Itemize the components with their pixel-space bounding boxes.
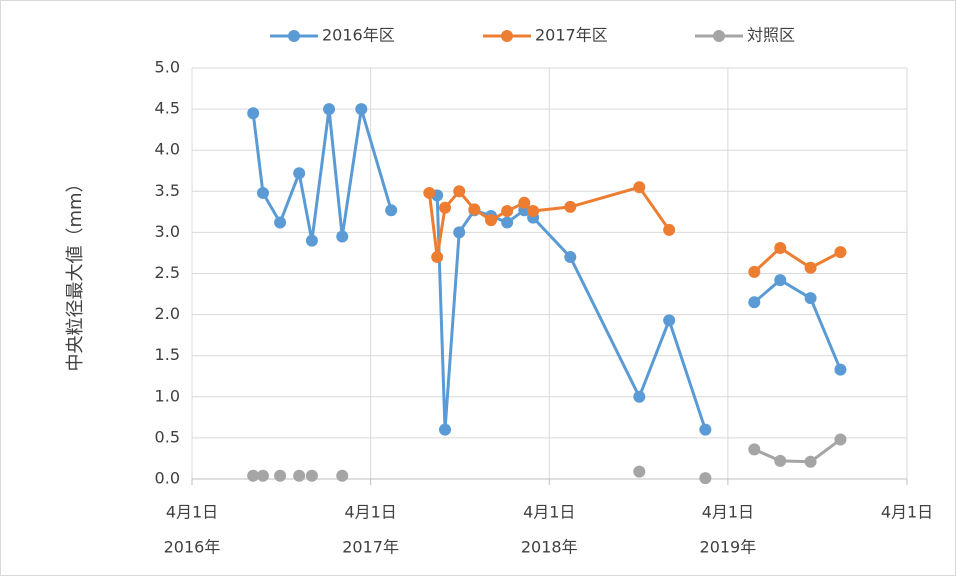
data-point	[274, 469, 287, 482]
data-point	[256, 469, 269, 482]
y-tick-label: 1.0	[155, 386, 180, 405]
data-point	[804, 261, 817, 274]
data-point	[501, 205, 514, 218]
data-point	[699, 423, 712, 436]
data-point	[385, 204, 398, 217]
y-tick-label: 1.5	[155, 345, 180, 364]
x-tick-label: 4月1日	[702, 503, 754, 522]
data-point	[633, 390, 646, 403]
x-tick-label: 4月1日	[523, 503, 575, 522]
data-point	[633, 465, 646, 478]
data-point	[355, 103, 368, 116]
y-tick-label: 4.0	[155, 140, 180, 159]
x-tick-label: 4月1日	[344, 503, 396, 522]
legend-marker	[288, 30, 300, 42]
data-point	[774, 242, 787, 255]
data-point	[501, 216, 514, 229]
legend-label: 2016年区	[322, 26, 395, 45]
data-point	[336, 230, 349, 243]
data-point	[453, 185, 466, 198]
data-point	[274, 216, 287, 229]
y-tick-label: 2.0	[155, 304, 180, 323]
data-point	[748, 296, 761, 309]
legend-label: 2017年区	[535, 26, 608, 45]
data-point	[834, 246, 847, 259]
data-point	[699, 472, 712, 485]
y-tick-label: 3.0	[155, 222, 180, 241]
data-point	[518, 196, 531, 209]
series-line	[753, 438, 842, 464]
y-tick-label: 2.5	[155, 263, 180, 282]
data-point	[431, 251, 444, 264]
x-tick-label: 4月1日	[881, 503, 933, 522]
data-point	[305, 234, 318, 247]
data-point	[748, 265, 761, 278]
data-point	[774, 454, 787, 467]
data-point	[439, 423, 452, 436]
data-point	[305, 469, 318, 482]
data-point	[804, 292, 817, 305]
data-point	[527, 205, 540, 218]
data-point	[468, 203, 481, 216]
data-point	[564, 251, 577, 264]
x-tick-label: 2017年	[342, 538, 399, 557]
series-line	[427, 185, 842, 273]
data-point	[663, 223, 676, 236]
y-tick-label: 3.5	[155, 181, 180, 200]
data-point	[247, 107, 260, 120]
x-tick-label: 2016年	[164, 538, 221, 557]
data-point	[834, 433, 847, 446]
legend-label: 対照区	[747, 26, 795, 45]
data-point	[453, 226, 466, 239]
y-tick-label: 0.0	[155, 469, 180, 488]
y-tick-label: 0.5	[155, 427, 180, 446]
data-point	[663, 314, 676, 327]
data-point	[564, 200, 577, 213]
data-point	[323, 103, 336, 116]
data-point	[804, 455, 817, 468]
data-point	[774, 274, 787, 287]
data-point	[256, 186, 269, 199]
data-point	[633, 181, 646, 194]
legend-marker	[501, 30, 513, 42]
data-point	[293, 469, 306, 482]
data-point	[293, 167, 306, 180]
x-tick-label: 4月1日	[166, 503, 218, 522]
x-tick-label: 2019年	[700, 538, 757, 557]
data-point	[336, 469, 349, 482]
y-axis-label: 中央粒径最大値（mm）	[65, 174, 86, 371]
x-tick-label: 2018年	[521, 538, 578, 557]
data-point	[748, 443, 761, 456]
data-point	[247, 469, 260, 482]
y-tick-label: 5.0	[155, 58, 180, 77]
data-point	[439, 201, 452, 214]
legend-marker	[713, 30, 725, 42]
data-point	[834, 363, 847, 376]
data-point	[423, 186, 436, 199]
y-tick-label: 4.5	[155, 99, 180, 118]
data-point	[485, 214, 498, 227]
